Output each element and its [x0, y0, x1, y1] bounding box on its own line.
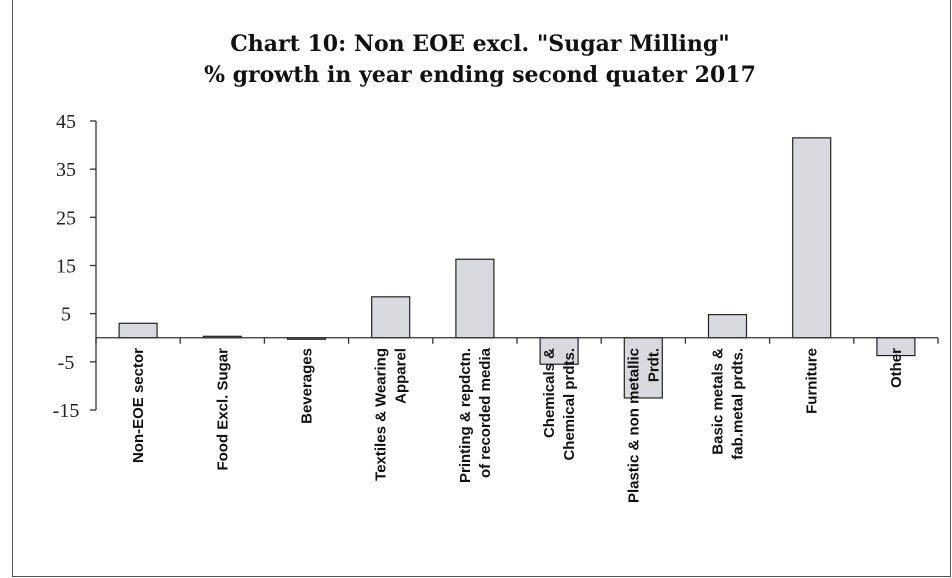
x-axis	[95, 337, 939, 344]
x-tick-label: Chemical prdts.	[561, 348, 578, 461]
y-tick-label: 45	[56, 111, 76, 133]
x-tick-label: Furniture	[804, 348, 821, 414]
y-axis: 45 35 25 15 5 -5 -15	[53, 111, 97, 422]
chart-frame: Chart 10: Non EOE excl. "Sugar Milling" …	[12, 0, 951, 577]
x-tick-label: Non-EOE sector	[130, 348, 147, 463]
y-tick-label: 5	[61, 304, 71, 326]
bar	[539, 337, 579, 365]
x-tick-label: Other	[888, 348, 905, 388]
x-tick-label: of recorded media	[477, 347, 494, 478]
bars	[118, 137, 916, 399]
x-tick-label: Chemicals &	[541, 348, 558, 438]
x-tick-label: Food Excl. Sugar	[214, 348, 231, 471]
bar-chart: Chart 10: Non EOE excl. "Sugar Milling" …	[53, 31, 939, 503]
bar	[371, 296, 411, 339]
x-tick-label: Prdt.	[645, 348, 662, 382]
x-tick-label: Textiles & Wearing	[373, 348, 390, 481]
x-tick-label: Basic metals &	[710, 348, 727, 455]
chart-subtitle: % growth in year ending second quater 20…	[204, 62, 756, 88]
chart-title: Chart 10: Non EOE excl. "Sugar Milling"	[230, 31, 729, 57]
x-tick-label: Plastic & non metallic	[625, 348, 642, 503]
bar	[792, 137, 832, 339]
bar	[623, 337, 663, 399]
x-tick-label: Beverages	[299, 348, 316, 424]
y-tick-label: -5	[58, 352, 75, 374]
y-tick-label: -15	[53, 400, 80, 422]
bar	[118, 322, 158, 339]
bar	[455, 258, 495, 339]
y-tick-label: 15	[56, 256, 76, 278]
bar	[707, 314, 748, 339]
x-tick-label: Apparel	[393, 348, 410, 404]
x-axis-labels: Non-EOE sector Food Excl. Sugar Beverages T…	[130, 347, 905, 503]
x-tick-label: Printing & repdctn.	[457, 348, 474, 483]
y-tick-label: 25	[56, 207, 76, 229]
y-tick-label: 35	[56, 159, 76, 181]
x-tick-label: fab.metal prdts.	[730, 348, 747, 460]
